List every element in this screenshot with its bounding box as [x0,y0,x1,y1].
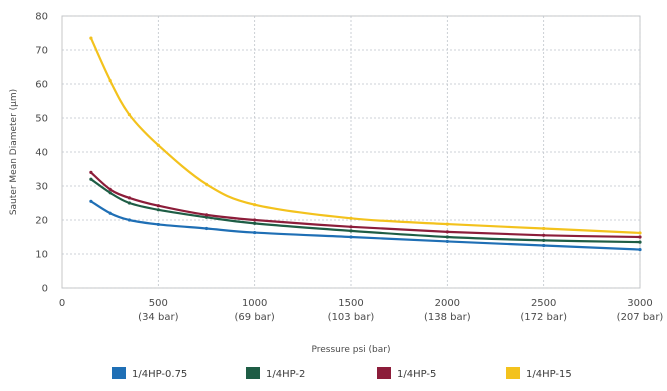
legend-label-1-4hp-15: 1/4HP-15 [526,369,572,380]
x-tick-sublabel: (172 bar) [520,312,567,323]
x-tick-label: 2000 [435,298,460,309]
y-tick-label: 30 [35,182,48,193]
x-tick-sublabel: (69 bar) [235,312,275,323]
data-point-1-4hp-5 [204,213,209,217]
label-layer: Pressure psi (bar) Sauter Mean Diameter (… [9,89,391,355]
x-tick-label: 500 [149,298,168,309]
data-point-1-4hp-5 [89,170,93,174]
y-tick-label: 60 [35,80,48,91]
x-tick-sublabel: (34 bar) [138,312,178,323]
data-point-1-4hp-15 [445,222,449,226]
data-point-1-4hp-15 [204,182,209,186]
y-tick-label: 50 [35,114,48,125]
data-point-1-4hp-5 [108,187,112,191]
data-point-1-4hp-0-75 [156,222,160,227]
data-point-1-4hp-2 [127,201,132,205]
data-point-1-4hp-0-75 [542,243,546,248]
data-point-1-4hp-2 [253,221,257,225]
legend-swatch-1-4hp-0-75 [112,367,126,379]
x-tick-label: 2500 [531,298,556,309]
y-tick-label: 70 [35,46,48,57]
data-point-1-4hp-2 [445,235,449,239]
data-point-1-4hp-5 [638,235,642,239]
data-point-1-4hp-2 [89,177,93,181]
data-point-1-4hp-0-75 [349,235,353,239]
data-point-1-4hp-2 [108,191,112,195]
grid-layer [61,15,641,289]
data-point-1-4hp-0-75 [127,218,132,222]
data-point-1-4hp-15 [89,36,93,40]
data-point-1-4hp-5 [156,204,160,208]
series-layer [89,36,642,252]
legend-swatch-1-4hp-5 [377,367,391,379]
y-tick-label: 10 [35,250,48,261]
data-point-1-4hp-15 [156,143,160,147]
data-point-1-4hp-15 [108,79,112,83]
data-point-1-4hp-5 [127,196,132,200]
legend-label-1-4hp-0-75: 1/4HP-0.75 [132,369,187,380]
x-tick-sublabel: (103 bar) [328,312,375,323]
data-point-1-4hp-0-75 [445,239,449,244]
data-point-1-4hp-5 [445,230,449,234]
data-point-1-4hp-0-75 [108,211,112,215]
data-point-1-4hp-0-75 [638,247,642,252]
data-point-1-4hp-5 [349,225,353,229]
data-point-1-4hp-0-75 [253,230,257,235]
data-point-1-4hp-0-75 [204,226,209,231]
data-point-1-4hp-5 [542,233,546,237]
data-point-1-4hp-0-75 [89,199,93,203]
data-point-1-4hp-15 [349,216,353,220]
data-point-1-4hp-15 [542,226,546,231]
x-tick-sublabel: (138 bar) [424,312,471,323]
data-point-1-4hp-2 [204,215,209,219]
x-tick-sublabel: (207 bar) [617,312,664,323]
legend-label-1-4hp-2: 1/4HP-2 [266,369,305,380]
data-point-1-4hp-2 [349,229,353,233]
axis-layer: 0 10 20 30 40 50 60 70 80 0 500 (34 bar) 1000 (69 bar… [35,12,663,324]
data-point-1-4hp-5 [253,218,257,222]
y-axis-label: Sauter Mean Diameter (μm) [9,89,19,215]
legend-label-1-4hp-5: 1/4HP-5 [397,369,436,380]
data-point-1-4hp-15 [127,113,132,117]
y-tick-label: 40 [35,148,48,159]
data-point-1-4hp-2 [542,238,546,242]
data-point-1-4hp-15 [253,203,257,207]
legend-swatch-1-4hp-2 [246,367,260,379]
y-tick-label: 20 [35,216,48,227]
y-tick-label: 80 [35,12,48,23]
x-tick-label: 1500 [338,298,363,309]
legend-layer: 1/4HP-0.75 1/4HP-2 1/4HP-5 1/4HP-15 [112,367,572,380]
x-tick-label: 1000 [242,298,267,309]
y-tick-label: 0 [42,284,48,295]
data-point-1-4hp-2 [156,208,160,212]
x-axis-label: Pressure psi (bar) [311,345,390,355]
x-tick-label: 0 [59,298,65,309]
legend-swatch-1-4hp-15 [506,367,520,379]
data-point-1-4hp-2 [638,240,642,244]
data-point-1-4hp-15 [638,231,642,235]
x-tick-label: 3000 [627,298,652,309]
